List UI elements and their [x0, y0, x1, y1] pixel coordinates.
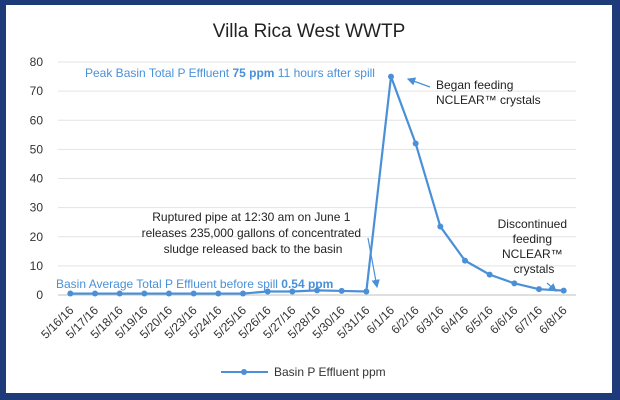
data-point: [486, 271, 493, 278]
line-chart: Villa Rica West WWTP 0 10 20 30 40 50 60 70 80 5…: [30, 21, 576, 379]
y-tick-label: 10: [30, 259, 44, 273]
data-point: [314, 287, 320, 294]
began-feeding-annotation: Began feeding NCLEAR™ crystals: [436, 78, 541, 107]
ruptured-pipe-arrow: [367, 237, 380, 289]
y-tick-label: 50: [30, 142, 44, 156]
y-tick-label: 0: [36, 288, 43, 302]
data-point: [412, 140, 419, 147]
y-axis-ticks: 0 10 20 30 40 50 60 70 80: [30, 55, 44, 302]
x-axis-ticks: 5/16/165/17/165/18/165/19/165/20/165/23/…: [38, 303, 570, 341]
data-point: [166, 290, 172, 297]
series-basin-p-effluent: [67, 73, 567, 297]
data-point: [338, 287, 345, 294]
chart-frame: Villa Rica West WWTP 0 10 20 30 40 50 60 70 80 5…: [6, 5, 612, 393]
data-point: [437, 223, 444, 230]
x-tick-label: 6/8/16: [536, 303, 570, 337]
average-annotation: Basin Average Total P Effluent before sp…: [56, 277, 333, 291]
y-tick-label: 40: [30, 172, 44, 186]
began-feeding-arrow: [406, 77, 431, 88]
y-tick-label: 80: [30, 55, 44, 69]
peak-annotation: Peak Basin Total P Effluent 75 ppm 11 ho…: [85, 66, 375, 80]
y-tick-label: 20: [30, 230, 44, 244]
y-tick-label: 70: [30, 84, 44, 98]
discontinued-annotation: Discontinued feeding NCLEAR™ crystals: [498, 217, 571, 276]
legend-entry-basin-p-effluent: Basin P Effluent ppm: [274, 365, 386, 379]
series-line: [70, 75, 564, 295]
data-point: [92, 290, 98, 297]
data-point: [215, 290, 222, 297]
data-point: [264, 288, 271, 295]
legend-marker-swatch: [241, 369, 247, 375]
legend: Basin P Effluent ppm: [221, 365, 386, 379]
data-point: [511, 280, 518, 287]
y-tick-label: 30: [30, 201, 44, 215]
data-point: [462, 257, 468, 264]
data-point: [116, 290, 123, 297]
data-point: [240, 290, 246, 297]
data-point: [388, 73, 394, 80]
data-point: [289, 288, 296, 295]
data-point: [67, 290, 74, 297]
ruptured-pipe-annotation: Ruptured pipe at 12:30 am on June 1 rele…: [142, 210, 365, 256]
chart-title: Villa Rica West WWTP: [213, 21, 406, 42]
data-point: [363, 288, 370, 295]
discontinued-arrow: [546, 282, 557, 292]
data-point: [536, 286, 542, 293]
y-tick-label: 60: [30, 113, 44, 127]
grid-lines: [58, 61, 576, 296]
data-point: [560, 287, 567, 294]
data-point: [141, 290, 148, 297]
data-point: [190, 290, 197, 297]
